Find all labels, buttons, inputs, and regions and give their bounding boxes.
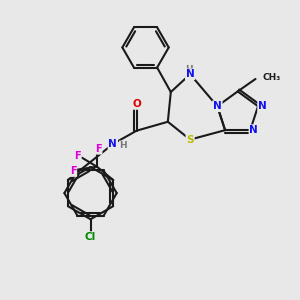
Text: N: N xyxy=(109,139,117,149)
Text: H: H xyxy=(185,65,193,74)
Text: N: N xyxy=(258,101,267,111)
Text: N: N xyxy=(250,125,258,135)
Text: F: F xyxy=(70,166,76,176)
Text: N: N xyxy=(186,69,194,79)
Text: S: S xyxy=(186,135,194,145)
Text: Cl: Cl xyxy=(85,232,96,242)
Text: O: O xyxy=(132,99,141,109)
Text: F: F xyxy=(74,151,81,161)
Text: N: N xyxy=(213,101,222,111)
Text: CH₃: CH₃ xyxy=(263,73,281,82)
Text: H: H xyxy=(119,141,127,150)
Text: F: F xyxy=(95,144,102,154)
